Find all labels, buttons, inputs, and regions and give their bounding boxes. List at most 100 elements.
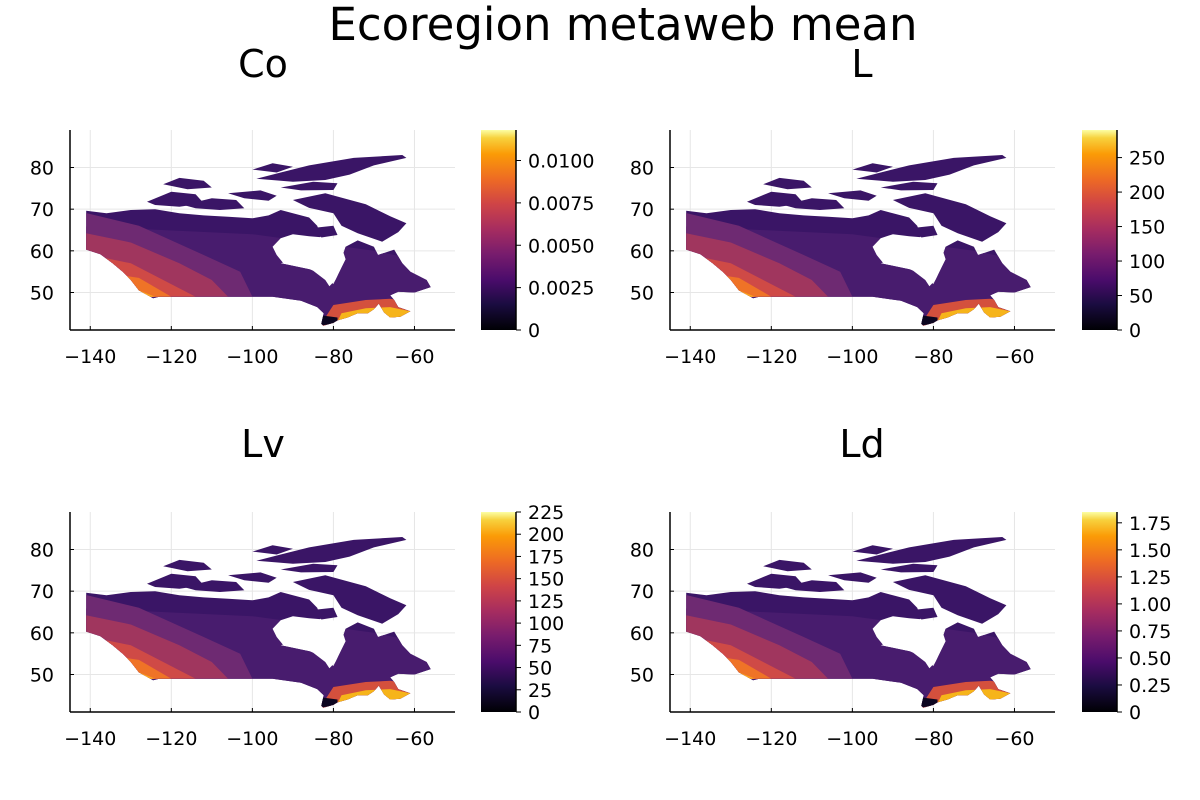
y-tick-label: 70 [30, 581, 54, 603]
colorbar-tick-label: 225 [528, 502, 564, 524]
colorbar-tick-label: 0 [528, 702, 540, 724]
arctic-island-5 [856, 537, 1007, 564]
y-tick-label: 50 [30, 665, 54, 687]
y-tick-label: 80 [30, 158, 54, 180]
x-tick-label: −120 [745, 346, 797, 368]
arctic-island-9 [852, 545, 893, 555]
y-tick-label: 80 [630, 540, 654, 562]
colorbar-tick-label: 0.0075 [528, 193, 594, 215]
colorbar-tick-label: 25 [528, 680, 552, 702]
panel-ld: Ld −140 −120 −100 −80 −60 50 60 70 80 0 0.25 0.50 0.7… [630, 422, 1172, 750]
colorbar-tick-label: 75 [528, 635, 552, 657]
y-tick-label: 60 [630, 241, 654, 263]
x-tick-label: −80 [913, 346, 953, 368]
x-tick-label: −140 [64, 346, 116, 368]
colorbar-tick-label: 200 [528, 524, 564, 546]
y-tick-label: 80 [30, 540, 54, 562]
colorbar-tick-label: 0.25 [1129, 675, 1171, 697]
arctic-island-7 [292, 193, 407, 242]
colorbar [1082, 512, 1117, 712]
panel-lv: Lv−140 −120 −100 −80 −6050607080025507510012… [30, 422, 564, 750]
arctic-island-7 [892, 575, 1007, 624]
arctic-island-8 [917, 607, 938, 620]
panel-title: Co [238, 42, 288, 86]
panel-l: L −140 −120 −100 −80 −60 50 60 70 80 0 50 100 150 200 2… [630, 42, 1165, 368]
y-tick-label: 70 [30, 199, 54, 221]
arctic-island-9 [252, 545, 293, 555]
colorbar-tick-label: 0 [1129, 702, 1141, 724]
arctic-island-4 [228, 572, 277, 583]
arctic-island-8 [317, 607, 338, 620]
arctic-island-2 [747, 191, 804, 207]
colorbar-tick-label: 0.75 [1129, 621, 1171, 643]
y-tick-label: 50 [30, 283, 54, 305]
colorbar-tick-label: 0 [528, 320, 540, 342]
colorbar-tick-label: 0.0025 [528, 278, 594, 300]
arctic-island-3 [783, 198, 845, 210]
x-tick-label: −120 [745, 728, 797, 750]
colorbar-tick-label: 100 [528, 613, 564, 635]
hudson-bay [872, 234, 946, 287]
colorbar-tick-label: 0.50 [1129, 648, 1171, 670]
y-tick-label: 70 [630, 581, 654, 603]
colorbar-tick-label: 0 [1129, 320, 1141, 342]
x-tick-label: −60 [394, 728, 434, 750]
arctic-island-9 [252, 163, 293, 173]
hudson-bay [872, 616, 946, 669]
x-tick-label: −100 [226, 728, 278, 750]
colorbar-tick-label: 175 [528, 546, 564, 568]
y-tick-label: 60 [30, 623, 54, 645]
arctic-island-1 [763, 177, 812, 190]
x-tick-label: −100 [226, 346, 278, 368]
x-tick-label: −140 [664, 346, 716, 368]
arctic-island-5 [256, 155, 407, 182]
x-tick-label: −120 [145, 346, 197, 368]
arctic-island-1 [163, 177, 212, 190]
arctic-island-7 [892, 193, 1007, 242]
x-tick-label: −60 [394, 346, 434, 368]
x-tick-label: −140 [64, 728, 116, 750]
arctic-island-4 [828, 572, 877, 583]
arctic-island-9 [852, 163, 893, 173]
colorbar [1082, 130, 1117, 330]
arctic-island-3 [183, 198, 245, 210]
arctic-island-3 [783, 580, 845, 592]
x-tick-label: −120 [145, 728, 197, 750]
x-tick-label: −80 [913, 728, 953, 750]
arctic-island-2 [147, 191, 204, 207]
colorbar-tick-label: 1.75 [1129, 513, 1171, 535]
y-tick-label: 60 [30, 241, 54, 263]
arctic-island-4 [828, 190, 877, 201]
arctic-island-7 [292, 575, 407, 624]
arctic-island-6 [880, 563, 938, 573]
colorbar-tick-label: 125 [528, 591, 564, 613]
x-tick-label: −80 [313, 728, 353, 750]
arctic-island-5 [256, 537, 407, 564]
arctic-island-1 [163, 559, 212, 572]
figure-suptitle: Ecoregion metaweb mean [328, 0, 917, 51]
x-tick-label: −80 [313, 346, 353, 368]
x-tick-label: −100 [826, 728, 878, 750]
y-tick-label: 70 [630, 199, 654, 221]
panel-co: Co −140 −120 −100 −80 −60 50 60 70 80 0 0.0025 0.005… [30, 42, 595, 368]
y-tick-label: 50 [630, 665, 654, 687]
colorbar [481, 512, 516, 712]
y-tick-label: 80 [630, 158, 654, 180]
arctic-island-6 [280, 563, 338, 573]
colorbar-tick-label: 0.0050 [528, 235, 594, 257]
arctic-island-8 [917, 225, 938, 238]
y-tick-label: 50 [630, 283, 654, 305]
colorbar-tick-label: 250 [1129, 148, 1165, 170]
colorbar-tick-label: 100 [1129, 251, 1165, 273]
hudson-bay [272, 234, 346, 287]
arctic-island-5 [856, 155, 1007, 182]
hudson-bay [272, 616, 346, 669]
x-tick-label: −140 [664, 728, 716, 750]
colorbar-tick-label: 1.00 [1129, 594, 1171, 616]
colorbar-tick-label: 0.0100 [528, 151, 594, 173]
colorbar-tick-label: 1.50 [1129, 540, 1171, 562]
x-tick-label: −60 [994, 728, 1034, 750]
panel-title: Ld [839, 422, 884, 466]
colorbar-tick-label: 50 [1129, 286, 1153, 308]
